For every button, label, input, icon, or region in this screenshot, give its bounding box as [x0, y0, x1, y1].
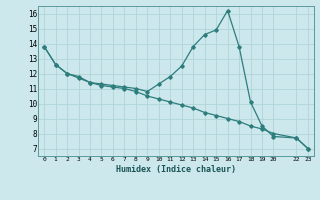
X-axis label: Humidex (Indice chaleur): Humidex (Indice chaleur)	[116, 165, 236, 174]
